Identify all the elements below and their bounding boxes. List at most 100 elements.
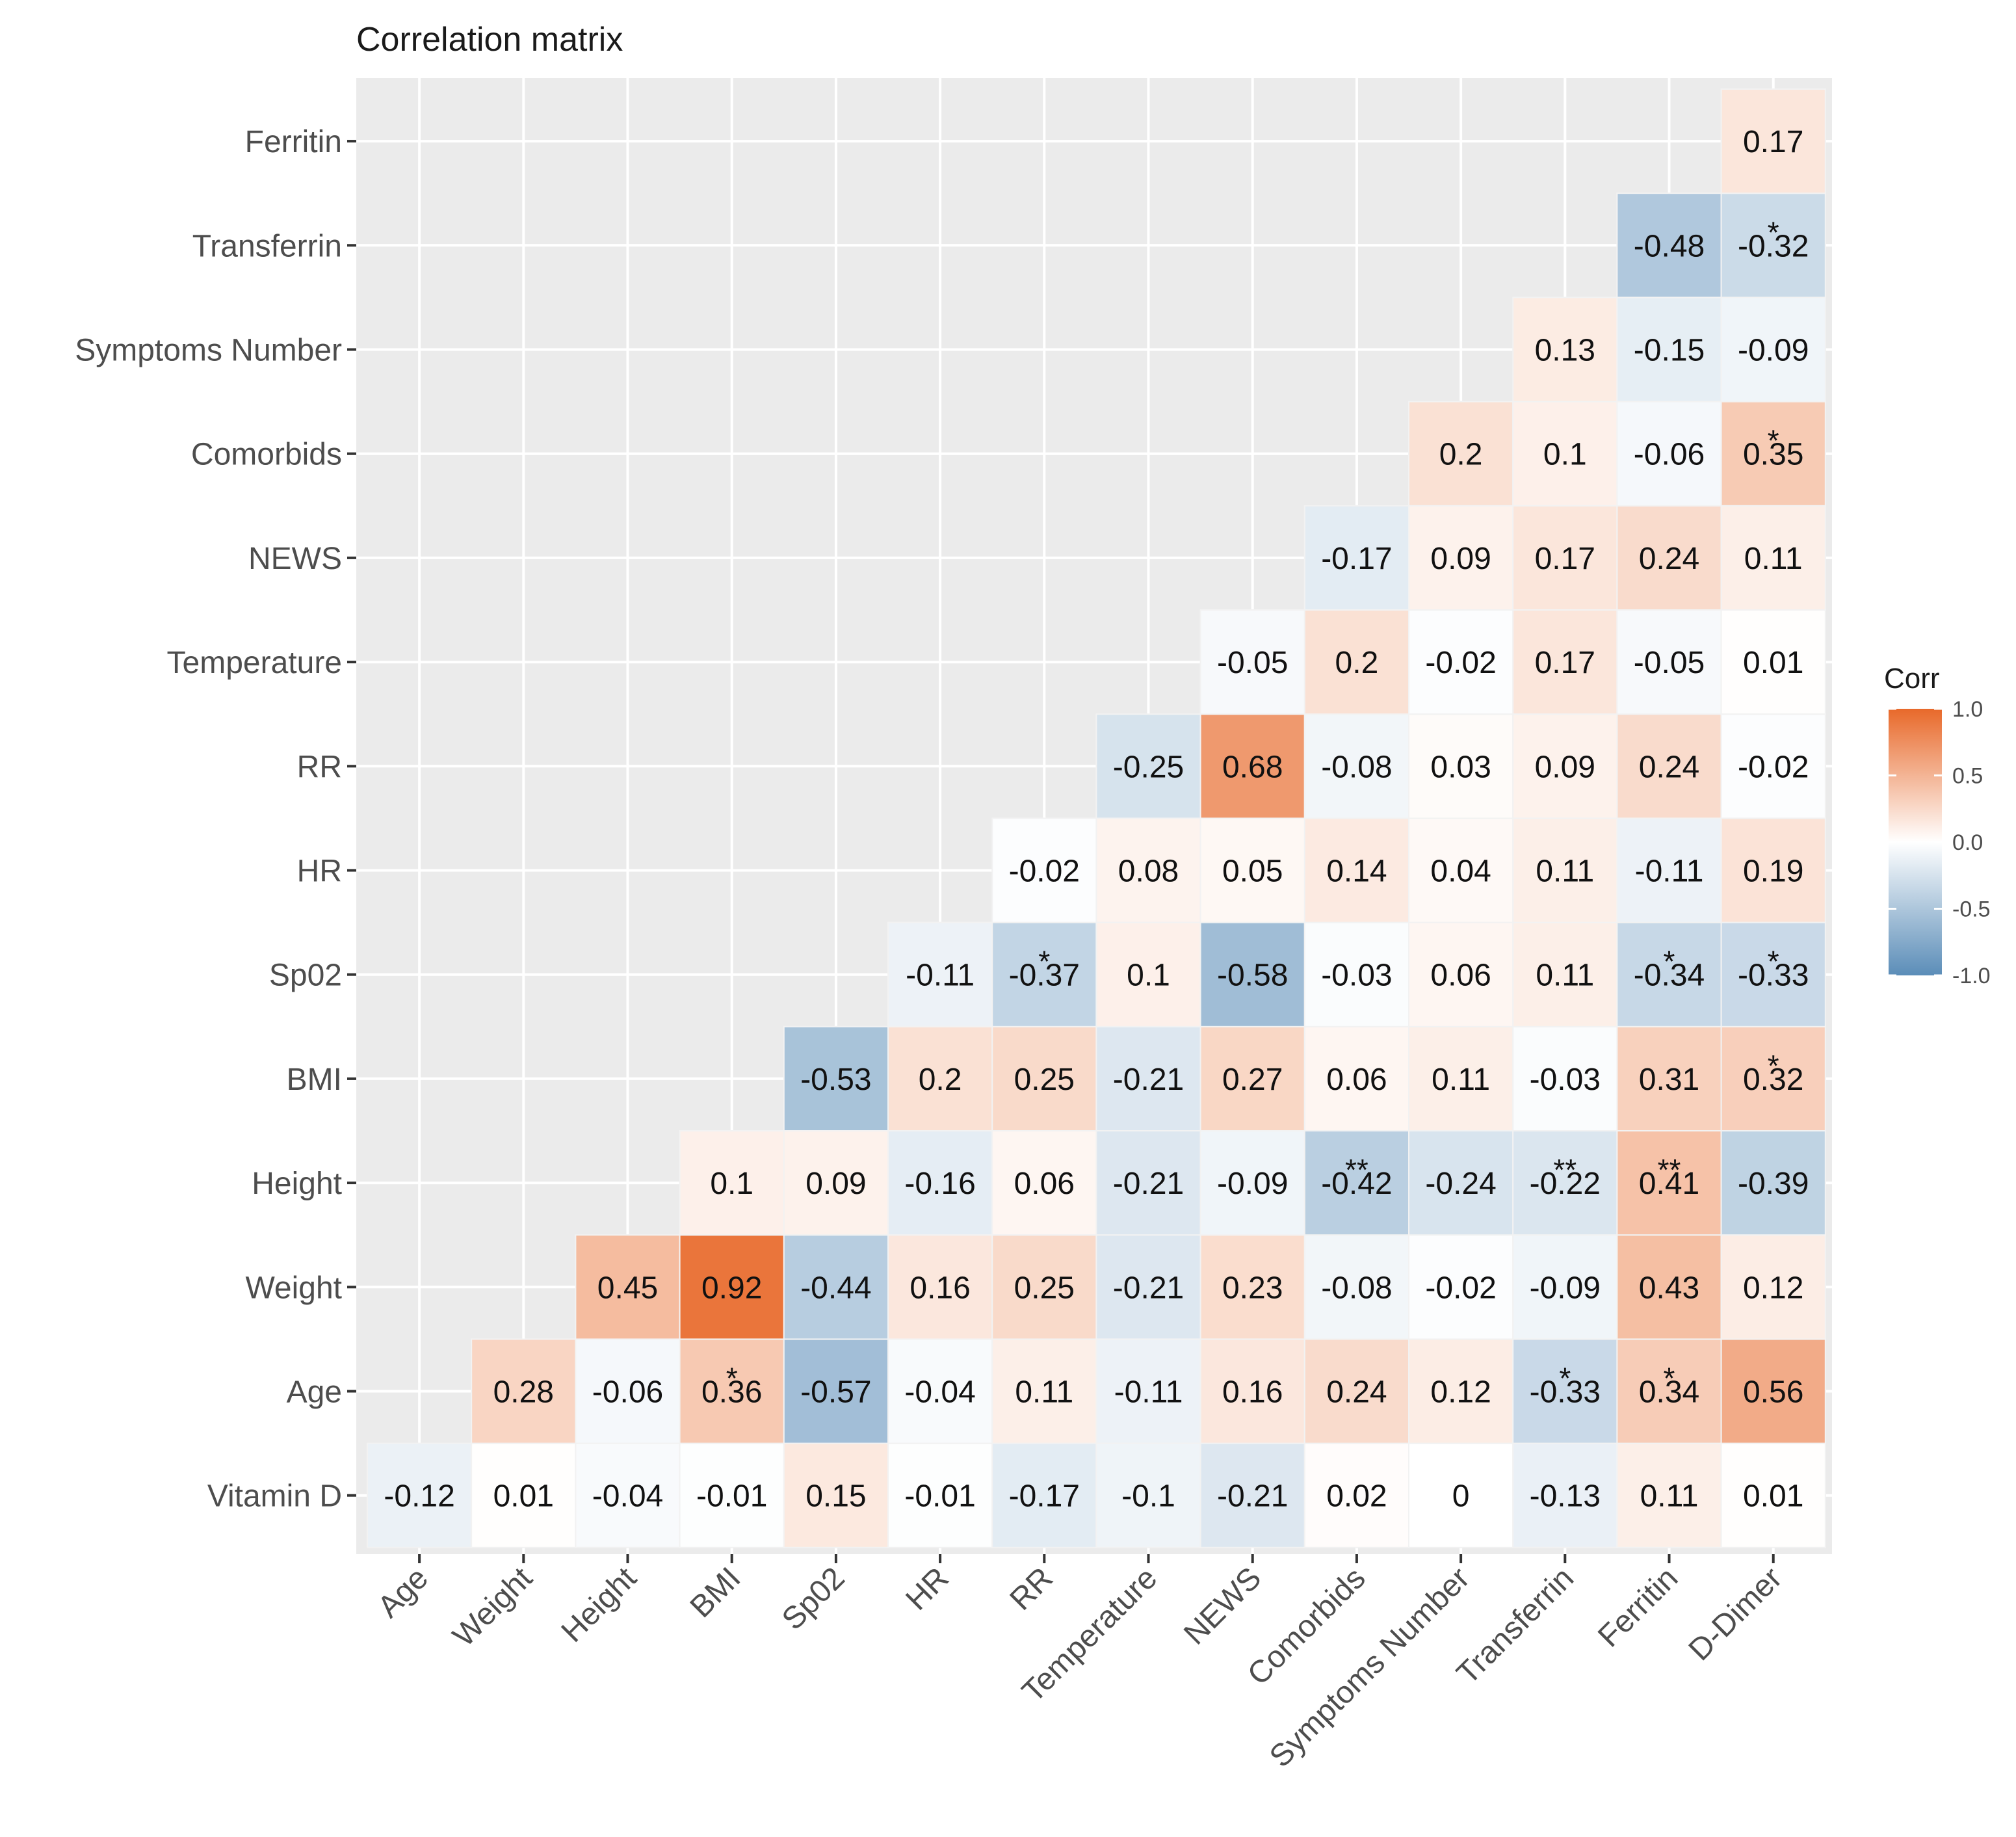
cell-transferrin-ferritin (1616, 192, 1722, 298)
significance-sp02-rr: * (1038, 945, 1050, 979)
color-legend: Corr 1.0 0.5 0.0 -0.5 -1.0 (1884, 663, 1991, 988)
legend-tick-label: 1.0 (1952, 697, 1983, 722)
cell-height-news (1199, 1130, 1305, 1236)
cell-value-transferrin-ferritin: -0.48 (1634, 229, 1705, 263)
cell-value-age-temperature: -0.11 (1114, 1375, 1183, 1410)
y-tick-label-weight: Weight (245, 1271, 342, 1305)
cell-weight-bmi (679, 1234, 785, 1340)
cell-rr-temperature (1095, 713, 1201, 819)
cell-value-vitamin-d-temperature: -0.1 (1121, 1479, 1175, 1514)
cell-vitamin-d-age (367, 1442, 473, 1548)
cell-rr-ferritin (1616, 713, 1722, 819)
cell-age-bmi (679, 1338, 785, 1444)
cell-value-vitamin-d-symptoms-number: 0 (1452, 1479, 1470, 1514)
cell-temperature-d-dimer (1720, 609, 1826, 715)
cell-rr-symptoms-number (1408, 713, 1514, 819)
cell-weight-transferrin (1512, 1234, 1618, 1340)
cell-value-bmi-symptoms-number: 0.11 (1432, 1063, 1490, 1097)
cell-value-vitamin-d-height: -0.04 (592, 1479, 663, 1514)
cell-value-age-news: 0.16 (1222, 1375, 1283, 1410)
cell-value-sp02-news: -0.58 (1217, 958, 1288, 993)
cell-value-weight-height: 0.45 (597, 1271, 658, 1305)
cell-value-bmi-temperature: -0.21 (1113, 1063, 1184, 1097)
cell-value-news-comorbids: -0.17 (1321, 542, 1392, 576)
cell-value-rr-ferritin: 0.24 (1639, 750, 1699, 784)
cell-value-age-comorbids: 0.24 (1326, 1375, 1387, 1410)
y-tick-label-rr: RR (297, 750, 342, 784)
cell-value-rr-d-dimer: -0.02 (1738, 750, 1809, 784)
cell-temperature-transferrin (1512, 609, 1618, 715)
significance-height-comorbids: ** (1345, 1153, 1368, 1187)
cell-value-rr-symptoms-number: 0.03 (1430, 750, 1491, 784)
cell-value-age-sp02: -0.57 (800, 1375, 871, 1410)
cell-value-height-rr: 0.06 (1014, 1167, 1075, 1201)
significance-transferrin-d-dimer: * (1768, 215, 1779, 249)
cell-value-bmi-sp02: -0.53 (800, 1063, 871, 1097)
cell-height-transferrin (1512, 1130, 1618, 1236)
cell-value-news-transferrin: 0.17 (1535, 542, 1595, 576)
cell-vitamin-d-rr (991, 1442, 1097, 1548)
cell-value-weight-comorbids: -0.08 (1321, 1271, 1392, 1305)
y-tick-label-comorbids: Comorbids (191, 438, 342, 472)
cell-value-vitamin-d-comorbids: 0.02 (1326, 1479, 1387, 1514)
y-tick-label-height: Height (252, 1167, 342, 1201)
cell-value-bmi-rr: 0.25 (1014, 1063, 1075, 1097)
cell-bmi-transferrin (1512, 1025, 1618, 1132)
cell-value-height-temperature: -0.21 (1113, 1167, 1184, 1201)
cell-value-height-news: -0.09 (1217, 1167, 1288, 1201)
cell-height-d-dimer (1720, 1130, 1826, 1236)
cell-value-weight-ferritin: 0.43 (1639, 1271, 1699, 1305)
cell-value-height-sp02: 0.09 (805, 1167, 866, 1201)
significance-sp02-d-dimer: * (1768, 945, 1779, 979)
cell-value-temperature-comorbids: 0.2 (1335, 646, 1379, 680)
y-tick-label-sp02: Sp02 (269, 958, 342, 993)
cell-bmi-d-dimer (1720, 1025, 1826, 1132)
cell-bmi-sp02 (783, 1025, 889, 1132)
cell-value-bmi-d-dimer: 0.32 (1743, 1063, 1803, 1097)
cell-rr-news (1199, 713, 1305, 819)
cell-value-comorbids-symptoms-number: 0.2 (1439, 438, 1483, 472)
significance-age-transferrin: * (1559, 1362, 1571, 1395)
cell-value-weight-temperature: -0.21 (1113, 1271, 1184, 1305)
cell-value-height-transferrin: -0.22 (1530, 1167, 1601, 1201)
cell-value-temperature-symptoms-number: -0.02 (1425, 646, 1496, 680)
cell-value-age-symptoms-number: 0.12 (1430, 1375, 1491, 1410)
cell-hr-d-dimer (1720, 817, 1826, 923)
cell-value-age-rr: 0.11 (1015, 1375, 1073, 1410)
cell-sp02-transferrin (1512, 921, 1618, 1027)
cell-age-ferritin (1616, 1338, 1722, 1444)
cell-vitamin-d-symptoms-number (1408, 1442, 1514, 1548)
significance-height-ferritin: ** (1658, 1153, 1681, 1187)
cell-temperature-symptoms-number (1408, 609, 1514, 715)
cell-value-weight-rr: 0.25 (1014, 1271, 1075, 1305)
cell-value-weight-bmi: 0.92 (701, 1271, 762, 1305)
cell-age-sp02 (783, 1338, 889, 1444)
cell-age-height (575, 1338, 681, 1444)
cell-value-vitamin-d-news: -0.21 (1217, 1479, 1288, 1514)
cell-value-hr-temperature: 0.08 (1118, 854, 1179, 889)
cell-value-news-ferritin: 0.24 (1639, 542, 1699, 576)
cell-value-bmi-transferrin: -0.03 (1530, 1063, 1601, 1097)
x-tick-label-symptoms-number: Symptoms Number (1263, 1561, 1476, 1774)
y-tick-label-ferritin: Ferritin (245, 125, 342, 159)
cell-value-age-bmi: 0.36 (701, 1375, 762, 1410)
cell-hr-symptoms-number (1408, 817, 1514, 923)
cell-weight-height (575, 1234, 681, 1340)
cell-value-temperature-news: -0.05 (1217, 646, 1288, 680)
legend-colorbar (1889, 709, 1942, 975)
cell-sp02-news (1199, 921, 1305, 1027)
cell-value-sp02-d-dimer: -0.33 (1738, 958, 1809, 993)
x-tick-label-rr: RR (1004, 1561, 1060, 1617)
cell-sp02-ferritin (1616, 921, 1722, 1027)
x-tick-label-height: Height (555, 1561, 644, 1649)
x-tick-label-d-dimer: D-Dimer (1682, 1561, 1789, 1667)
cell-vitamin-d-weight (471, 1442, 577, 1548)
cell-value-news-symptoms-number: 0.09 (1430, 542, 1491, 576)
cell-value-bmi-comorbids: 0.06 (1326, 1063, 1387, 1097)
cell-value-age-ferritin: 0.34 (1639, 1375, 1699, 1410)
cell-temperature-news (1199, 609, 1305, 715)
cell-value-temperature-d-dimer: 0.01 (1743, 646, 1803, 680)
y-axis: Vitamin D Age Weight Height BMI Sp02 HR RR Tempe… (75, 125, 356, 1514)
cell-value-symptoms-number-transferrin: 0.13 (1535, 334, 1595, 368)
cell-value-hr-d-dimer: 0.19 (1743, 854, 1803, 889)
